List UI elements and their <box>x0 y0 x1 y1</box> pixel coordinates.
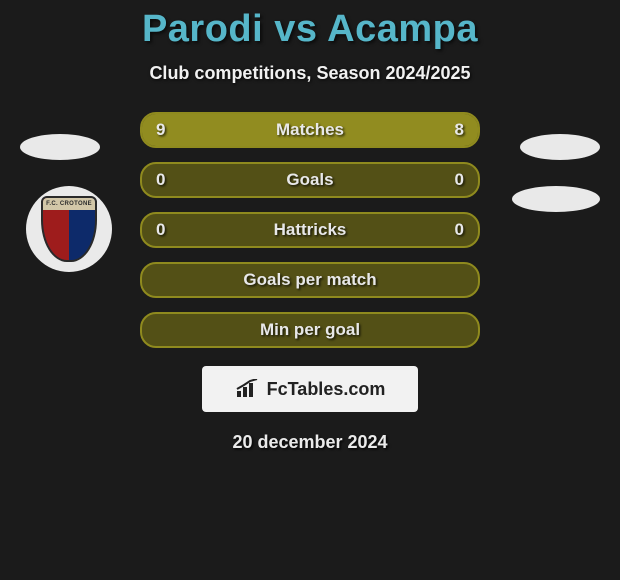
stat-row-goals: 0 Goals 0 <box>140 162 480 198</box>
page-subtitle: Club competitions, Season 2024/2025 <box>0 63 620 84</box>
stats-list: 9 Matches 8 0 Goals 0 0 Hattricks 0 Goal… <box>140 112 480 348</box>
stat-value-right: 0 <box>455 220 464 240</box>
stat-label: Matches <box>276 120 344 140</box>
brand-text: FcTables.com <box>267 379 386 400</box>
stat-value-left: 0 <box>156 220 165 240</box>
stat-row-hattricks: 0 Hattricks 0 <box>140 212 480 248</box>
stat-row-min-per-goal: Min per goal <box>140 312 480 348</box>
brand-badge[interactable]: FcTables.com <box>202 366 418 412</box>
stat-row-matches: 9 Matches 8 <box>140 112 480 148</box>
left-player-silhouette <box>20 134 100 160</box>
page-title: Parodi vs Acampa <box>0 8 620 51</box>
stat-label: Goals <box>286 170 333 190</box>
right-club-placeholder <box>512 186 600 212</box>
stat-value-right: 8 <box>455 120 464 140</box>
stat-label: Min per goal <box>260 320 360 340</box>
date-label: 20 december 2024 <box>0 432 620 453</box>
left-club-badge: F.C. CROTONE <box>26 186 112 272</box>
stat-value-left: 9 <box>156 120 165 140</box>
badge-label: F.C. CROTONE <box>43 198 95 210</box>
stat-label: Hattricks <box>274 220 347 240</box>
stat-value-right: 0 <box>455 170 464 190</box>
stat-label: Goals per match <box>243 270 376 290</box>
bar-chart-icon <box>235 379 261 399</box>
comparison-card: Parodi vs Acampa Club competitions, Seas… <box>0 8 620 580</box>
stat-value-left: 0 <box>156 170 165 190</box>
shield-icon: F.C. CROTONE <box>41 196 97 262</box>
right-player-silhouette <box>520 134 600 160</box>
stat-row-goals-per-match: Goals per match <box>140 262 480 298</box>
